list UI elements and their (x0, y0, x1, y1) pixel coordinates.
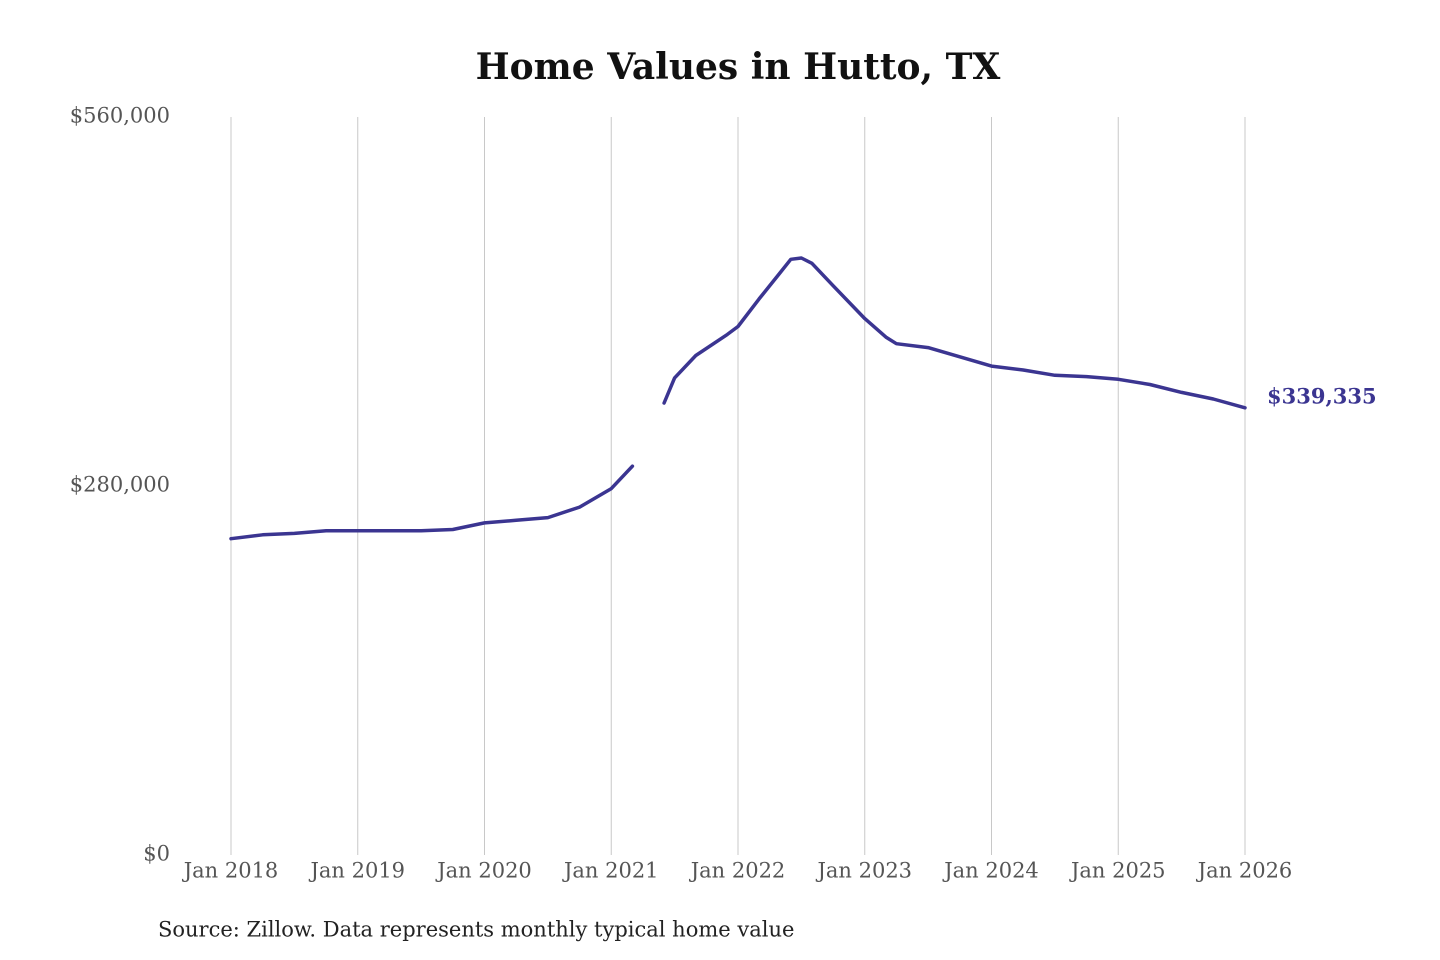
data-line (229, 256, 1247, 541)
value-label: $339,335 (1267, 383, 1377, 408)
x-tick-label: Jan 2021 (562, 859, 659, 883)
y-tick-label: $0 (143, 842, 170, 866)
x-tick-label: Jan 2019 (308, 859, 405, 883)
chart-title: Home Values in Hutto, TX (476, 46, 1001, 88)
x-tick-label: Jan 2023 (815, 859, 912, 883)
x-tick-label: Jan 2026 (1196, 859, 1293, 883)
x-tick-label: Jan 2024 (942, 859, 1039, 883)
x-tick-label: Jan 2025 (1069, 859, 1166, 883)
y-tick-label: $280,000 (70, 473, 170, 497)
x-tick-label: Jan 2018 (182, 859, 279, 883)
x-tick-label: Jan 2020 (435, 859, 532, 883)
x-tick-label: Jan 2022 (689, 859, 786, 883)
source-note: Source: Zillow. Data represents monthly … (158, 918, 794, 942)
y-tick-label: $560,000 (70, 104, 170, 128)
